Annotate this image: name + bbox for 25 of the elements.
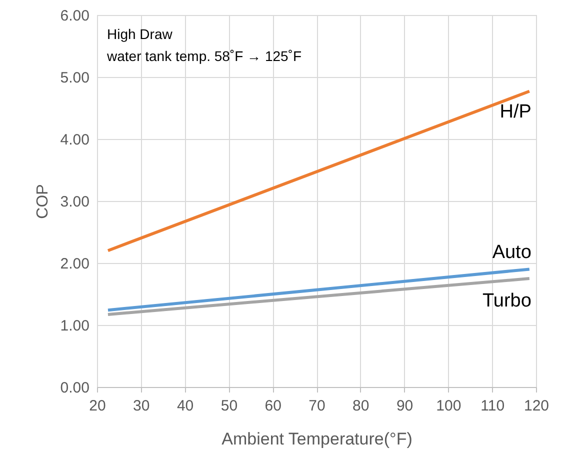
x-tick-label: 80 — [352, 398, 370, 414]
y-tick-label: 0.00 — [60, 380, 90, 396]
x-axis-title: Ambient Temperature(°F) — [222, 430, 412, 448]
y-axis-title: COP — [34, 184, 52, 219]
x-tick-label: 120 — [524, 398, 550, 414]
y-tick-label: 1.00 — [60, 318, 90, 334]
x-tick-label: 90 — [396, 398, 414, 414]
series-label: Auto — [492, 242, 532, 264]
x-tick-label: 60 — [264, 398, 282, 414]
y-tick-label: 4.00 — [60, 132, 90, 148]
x-tick-label: 50 — [220, 398, 238, 414]
x-tick-label: 70 — [308, 398, 326, 414]
series-label: H/P — [500, 101, 532, 122]
x-tick-label: 30 — [133, 398, 150, 414]
y-tick-label: 3.00 — [60, 194, 90, 210]
y-tick-label: 6.00 — [60, 8, 90, 24]
x-tick-label: 100 — [436, 398, 462, 414]
x-tick-label: 40 — [176, 398, 194, 414]
annotation: High Draw — [107, 26, 174, 42]
annotation: water tank temp. 58˚F → 125˚F — [106, 48, 302, 64]
series-label: Turbo — [482, 290, 532, 312]
y-tick-label: 2.00 — [60, 256, 90, 272]
y-tick-label: 5.00 — [60, 70, 90, 86]
x-tick-label: 110 — [480, 398, 505, 414]
x-tick-label: 20 — [89, 398, 106, 414]
